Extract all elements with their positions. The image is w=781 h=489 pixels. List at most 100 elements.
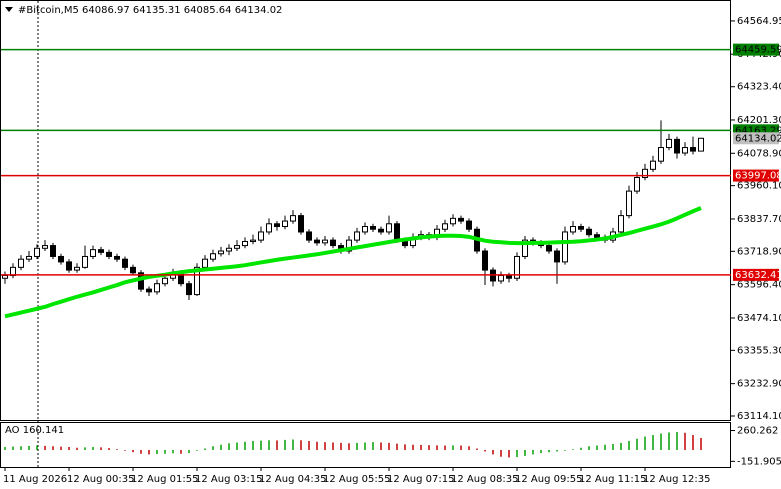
- candle-body: [146, 288, 152, 293]
- candle-body: [658, 147, 664, 162]
- candle-body: [234, 245, 240, 249]
- indicator-frame: [0, 422, 731, 468]
- indicator-tick-label: 260.262: [737, 426, 778, 437]
- y-tick-label: 64564.95: [737, 16, 781, 27]
- candle-body: [154, 283, 160, 293]
- candle-body: [34, 247, 40, 257]
- candle-body: [570, 226, 576, 233]
- candle-body: [690, 147, 696, 152]
- candle-body: [378, 228, 384, 233]
- y-tick-label: 64323.40: [737, 82, 781, 93]
- candle-body: [650, 160, 656, 170]
- level-label-box: [733, 268, 779, 281]
- candle-body: [482, 250, 488, 271]
- candle-body: [546, 245, 552, 252]
- indicator-tick-label: -151.905: [737, 456, 781, 467]
- candle-body: [682, 147, 688, 154]
- candle-body: [282, 220, 288, 228]
- main-frame: [0, 0, 731, 421]
- indicator-label: AO 160.141: [5, 425, 64, 436]
- candle-body: [226, 247, 232, 252]
- y-tick-label: 63114.10: [737, 411, 781, 422]
- candle-body: [442, 223, 448, 230]
- level-label-box: [733, 169, 779, 182]
- candle-body: [210, 253, 216, 260]
- candle-body: [26, 255, 32, 260]
- candle-body: [362, 226, 368, 233]
- candle-body: [162, 277, 168, 285]
- y-tick-label: 63837.70: [737, 214, 781, 225]
- candle-body: [586, 228, 592, 236]
- candle-body: [674, 138, 680, 154]
- y-tick-label: 63474.10: [737, 313, 781, 324]
- candle-body: [186, 283, 192, 296]
- candle-body: [618, 215, 624, 233]
- candle-body: [242, 240, 248, 247]
- candle-body: [562, 231, 568, 263]
- candle-body: [698, 137, 704, 152]
- candle-body: [98, 249, 104, 253]
- candle-body: [274, 223, 280, 228]
- candle-body: [290, 215, 296, 222]
- moving-average: [4, 206, 702, 319]
- candle-body: [514, 255, 520, 279]
- level-label: 64163.29: [735, 125, 781, 136]
- candle-body: [202, 258, 208, 268]
- x-tick-label: 12 Aug 05:55: [323, 474, 390, 485]
- candle-body: [58, 255, 64, 263]
- candle-body: [594, 234, 600, 238]
- candle-body: [194, 266, 200, 296]
- candle-body: [82, 255, 88, 268]
- candle-body: [130, 266, 136, 274]
- candle-body: [522, 239, 528, 257]
- x-tick-label: 12 Aug 08:35: [451, 474, 518, 485]
- y-tick-label: 63718.90: [737, 246, 781, 257]
- x-tick-label: 12 Aug 03:15: [195, 474, 262, 485]
- last-price-label: 64134.02: [735, 133, 781, 144]
- candle-body: [66, 261, 72, 271]
- level-label: 63632.41: [735, 270, 781, 281]
- candle-body: [394, 223, 400, 241]
- candle-body: [2, 275, 8, 279]
- candle-body: [642, 168, 648, 178]
- y-tick-label: 64201.30: [737, 115, 781, 126]
- candle-body: [578, 226, 584, 230]
- candle-body: [450, 217, 456, 225]
- x-tick-label: 12 Aug 00:35: [67, 474, 134, 485]
- candle-body: [122, 258, 128, 268]
- candle-body: [114, 255, 120, 260]
- x-tick-label: 11 Aug 2026: [3, 474, 67, 485]
- candle-body: [386, 223, 392, 233]
- y-tick-label: 63232.90: [737, 379, 781, 390]
- x-tick-label: 12 Aug 01:55: [131, 474, 198, 485]
- candle-body: [314, 239, 320, 244]
- x-tick-label: 12 Aug 11:15: [579, 474, 646, 485]
- candle-body: [370, 226, 376, 230]
- candle-body: [306, 231, 312, 241]
- x-tick-label: 12 Aug 09:55: [515, 474, 582, 485]
- level-label: 64459.59: [735, 45, 781, 56]
- candle-body: [298, 215, 304, 233]
- candle-body: [106, 251, 112, 257]
- candle-body: [466, 220, 472, 230]
- y-tick-label: 63355.30: [737, 345, 781, 356]
- x-tick-label: 12 Aug 04:35: [259, 474, 326, 485]
- candle-body: [18, 258, 24, 268]
- candle-body: [218, 250, 224, 255]
- last-price-box: [733, 132, 779, 145]
- candle-body: [634, 176, 640, 192]
- y-tick-label: 64078.90: [737, 148, 781, 159]
- x-tick-label: 12 Aug 07:15: [387, 474, 454, 485]
- y-tick-label: 63960.10: [737, 181, 781, 192]
- candle-body: [250, 239, 256, 242]
- level-label: 63997.08: [735, 171, 781, 182]
- candle-body: [626, 190, 632, 217]
- candle-body: [330, 239, 336, 247]
- title-arrow: [5, 7, 13, 12]
- candle-body: [90, 249, 96, 257]
- candle-body: [258, 231, 264, 241]
- chart-title: #Bitcoin,M5 64086.97 64135.31 64085.64 6…: [18, 5, 282, 16]
- candle-body: [666, 138, 672, 149]
